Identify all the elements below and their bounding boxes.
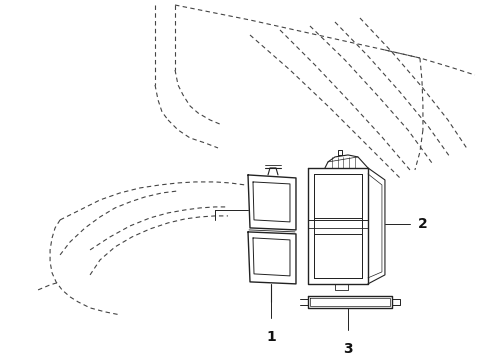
Text: 3: 3: [343, 342, 353, 356]
Text: 1: 1: [266, 330, 276, 344]
Text: 2: 2: [418, 217, 428, 231]
